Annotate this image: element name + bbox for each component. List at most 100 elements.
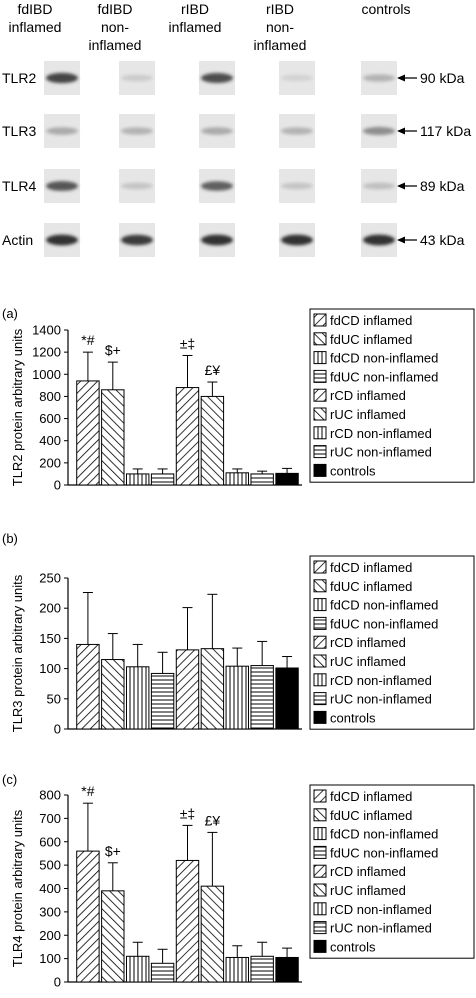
blot-band-tlr3-lane-5 (361, 114, 397, 148)
chart-c-bar-1 (76, 850, 100, 983)
chart-a-legend-label-6: rUC inflamed (330, 407, 406, 422)
chart-c-legend-label-7: rCD non-inflamed (330, 902, 432, 917)
chart-c-legend-label-3: fdCD non-inflamed (330, 827, 438, 842)
chart-a-bar-2 (101, 389, 125, 486)
chart-c-legend-label-2: fdUC inflamed (330, 808, 412, 823)
chart-a-legend-swatch-7 (313, 426, 327, 440)
blot-band-tlr2-lane-4 (279, 61, 315, 95)
blot-band-tlr2-lane-5 (361, 61, 397, 95)
size-arrow-actin (397, 236, 417, 244)
size-arrow-tlr2 (397, 74, 417, 82)
chart-b-legend-swatch-8 (313, 692, 327, 706)
chart-a-y-tick-label: 1400 (32, 323, 61, 338)
chart-b-bar-8 (250, 665, 274, 730)
chart-a-y-tick-label: 600 (39, 411, 61, 426)
chart-a-bar-5 (175, 387, 200, 486)
blot-band-tlr4-lane-4 (279, 169, 315, 203)
chart-a-legend-label-8: rUC non-inflamed (330, 445, 432, 460)
size-label-actin: 43 kDa (420, 232, 465, 248)
chart-b-bar-6 (200, 648, 225, 730)
chart-a-legend: fdCD inflamed fdUC inflamed fdCD non-infla… (309, 308, 475, 483)
chart-c-legend-label-6: rUC inflamed (330, 883, 406, 898)
blot-band-tlr3-lane-4 (279, 114, 315, 148)
chart-a-legend-swatch-1 (313, 313, 327, 327)
chart-a-legend-label-1: fdCD inflamed (330, 313, 412, 328)
chart-c-legend-swatch-8 (313, 921, 327, 935)
chart-a-bar-7 (225, 472, 249, 486)
chart-b-legend-swatch-6 (313, 654, 327, 668)
lane-header-3-line-2: inflamed (169, 19, 222, 35)
size-arrow-tlr3 (397, 127, 417, 135)
blot-band-tlr4-lane-1 (44, 169, 80, 203)
chart-c-legend-swatch-9 (313, 939, 327, 953)
chart-b-y-tick-label: 50 (47, 691, 61, 706)
chart-c-tlr4: (c) TLR4 protein arbitrary units 0 100 200 30… (2, 772, 475, 990)
size-label-tlr2: 90 kDa (420, 70, 465, 86)
blot-band-actin-lane-5 (361, 223, 397, 257)
chart-c-bar-4 (150, 962, 175, 983)
chart-b-y-tick-label: 0 (54, 722, 61, 737)
row-label-tlr4: TLR4 (2, 178, 36, 194)
chart-c-legend-swatch-6 (313, 883, 327, 897)
chart-a-legend-label-2: fdUC inflamed (330, 332, 412, 347)
chart-c-legend-swatch-7 (313, 902, 327, 916)
size-label-tlr3: 117 kDa (420, 123, 471, 139)
chart-c-y-tick-label: 600 (39, 834, 61, 849)
chart-a-bar-8 (250, 473, 274, 486)
chart-c-bar-5 (175, 859, 200, 983)
chart-c-y-tick-label: 100 (39, 951, 61, 966)
chart-a-bar-6 (200, 395, 225, 486)
size-arrow-tlr4 (397, 182, 417, 190)
chart-b-legend-label-3: fdCD non-inflamed (330, 598, 438, 613)
chart-c-annotation-2: $+ (105, 843, 121, 859)
chart-c-legend-swatch-2 (313, 808, 327, 822)
blot-band-tlr4-lane-2 (119, 169, 155, 203)
chart-c-y-tick-label: 500 (39, 858, 61, 873)
chart-a-y-tick-label: 400 (39, 433, 61, 448)
chart-c-legend-label-4: fdUC non-inflamed (330, 845, 438, 860)
chart-a-bar-4 (150, 473, 175, 486)
chart-b-y-axis-label: TLR3 protein arbitrary units (10, 574, 25, 732)
chart-a-legend-swatch-8 (313, 445, 327, 459)
chart-a-legend-label-7: rCD non-inflamed (330, 426, 432, 441)
chart-b-legend-label-6: rUC inflamed (330, 654, 406, 669)
chart-c-bar-9 (275, 956, 299, 983)
chart-c-y-tick-label: 400 (39, 881, 61, 896)
row-label-tlr2: TLR2 (2, 70, 36, 86)
chart-b-legend-label-8: rUC non-inflamed (330, 692, 432, 707)
chart-c-legend-label-9: controls (330, 939, 376, 954)
lane-header-2-line-2: non- (101, 19, 129, 35)
chart-c-legend-label-1: fdCD inflamed (330, 789, 412, 804)
chart-a-y-tick-label: 200 (39, 455, 61, 470)
chart-c-legend-label-5: rCD inflamed (330, 864, 406, 879)
chart-b-y-tick-label: 150 (39, 631, 61, 646)
chart-b-legend-label-7: rCD non-inflamed (330, 673, 432, 688)
chart-a-bar-3 (126, 473, 150, 486)
chart-a-legend-swatch-9 (313, 463, 327, 477)
lane-header-2-line-1: fdIBD (97, 1, 132, 17)
chart-c-bar-3 (126, 955, 150, 983)
blot-band-tlr2-lane-1 (44, 61, 80, 95)
chart-a-bar-1 (76, 380, 100, 486)
lane-header-3-line-1: rIBD (181, 1, 209, 17)
chart-a-legend-swatch-2 (313, 332, 327, 346)
lane-header-4-line-2: non- (266, 19, 294, 35)
blot-band-tlr3-lane-2 (119, 114, 155, 148)
chart-c-legend-label-8: rUC non-inflamed (330, 921, 432, 936)
chart-b-panel-label: (b) (2, 531, 18, 546)
chart-a-bar-9 (275, 472, 299, 486)
chart-a-y-tick-label: 1000 (32, 367, 61, 382)
chart-a-legend-swatch-5 (313, 388, 327, 402)
chart-c-bar-7 (225, 956, 249, 983)
blot-band-actin-lane-1 (44, 223, 80, 257)
lane-header-5-line-1: controls (361, 1, 410, 17)
chart-b-bar-5 (175, 649, 200, 730)
chart-c-panel-label: (c) (2, 772, 17, 787)
chart-a-annotation-2: $+ (105, 342, 121, 358)
chart-b-legend-swatch-1 (313, 560, 327, 574)
chart-b-legend-box (309, 555, 475, 730)
blot-band-actin-lane-3 (199, 223, 235, 257)
chart-a-annotation-5: ±‡ (180, 335, 195, 351)
chart-b-legend-swatch-2 (313, 579, 327, 593)
chart-b-y-tick-label: 250 (39, 571, 61, 586)
